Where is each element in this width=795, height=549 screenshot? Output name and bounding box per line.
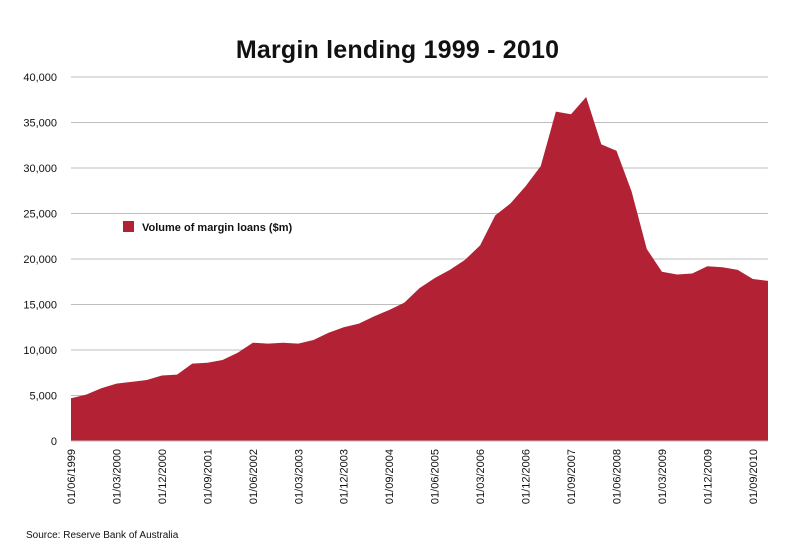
y-tick-label: 15,000 (23, 300, 57, 312)
x-tick-label: 01/06/2002 (248, 449, 260, 504)
y-tick-label: 40,000 (23, 72, 57, 84)
x-tick-label: 01/09/2010 (748, 449, 760, 504)
y-tick-label: 10,000 (23, 345, 57, 357)
chart-title: Margin lending 1999 - 2010 (235, 36, 560, 64)
legend-label: Volume of margin loans ($m) (142, 222, 292, 234)
x-tick-label: 01/06/2005 (430, 449, 442, 504)
x-tick-label: 01/03/2000 (112, 449, 124, 504)
series-area (71, 97, 768, 442)
legend: Volume of margin loans ($m) (123, 221, 292, 234)
x-tick-label: 01/03/2003 (293, 449, 305, 504)
x-tick-label: 01/12/2009 (702, 449, 714, 504)
y-tick-label: 25,000 (23, 209, 57, 221)
x-tick-label: 01/06/2008 (612, 449, 624, 504)
y-tick-label: 30,000 (23, 163, 57, 175)
x-tick-label: 01/12/2000 (157, 449, 169, 504)
x-tick-label: 01/12/2006 (521, 449, 533, 504)
y-tick-label: 20,000 (23, 254, 57, 266)
y-tick-label: 5,000 (29, 391, 57, 403)
y-tick-label: 35,000 (23, 118, 57, 130)
legend-swatch (123, 221, 134, 232)
x-tick-label: 01/06/1999 (66, 449, 78, 504)
x-axis-ticks: 01/06/1999 01/03/2000 01/12/2000 01/09/2001… (66, 449, 760, 504)
x-tick-label: 01/03/2006 (475, 449, 487, 504)
series-area-fill (71, 97, 768, 442)
y-tick-label: 0 (51, 436, 57, 448)
x-tick-label: 01/09/2001 (202, 449, 214, 504)
source-note: Source: Reserve Bank of Australia (26, 530, 179, 541)
x-tick-label: 01/09/2004 (384, 449, 396, 504)
x-tick-label: 01/12/2003 (339, 449, 351, 504)
x-tick-label: 01/03/2009 (657, 449, 669, 504)
y-axis-ticks: 0 5,000 10,000 15,000 20,000 25,000 30,000 35,0… (23, 72, 57, 448)
x-tick-label: 01/09/2007 (566, 449, 578, 504)
